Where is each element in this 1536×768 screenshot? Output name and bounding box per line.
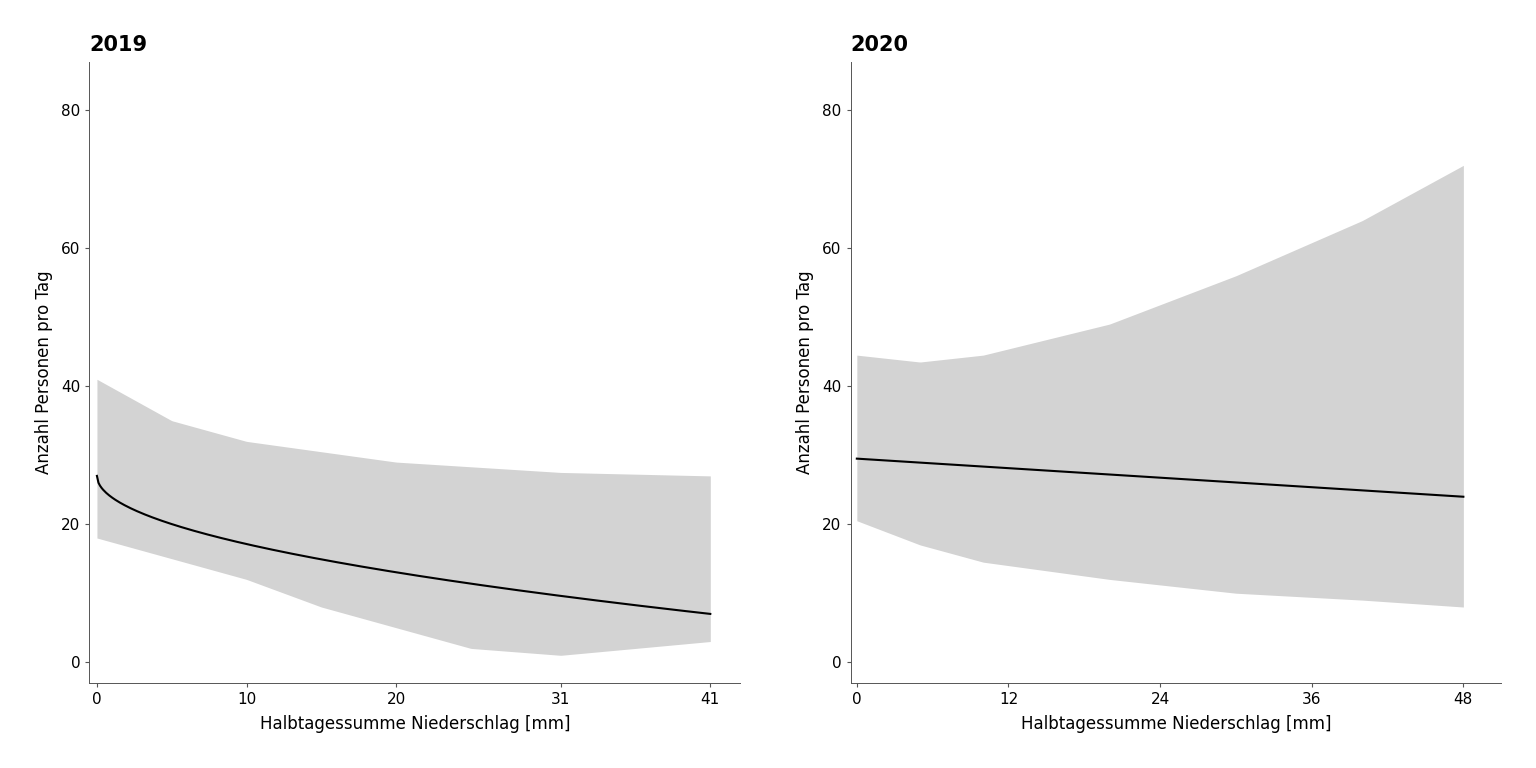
Text: 2019: 2019 [89,35,147,55]
X-axis label: Halbtagessumme Niederschlag [mm]: Halbtagessumme Niederschlag [mm] [1020,715,1332,733]
Y-axis label: Anzahl Personen pro Tag: Anzahl Personen pro Tag [35,270,52,474]
Text: 2020: 2020 [851,35,908,55]
X-axis label: Halbtagessumme Niederschlag [mm]: Halbtagessumme Niederschlag [mm] [260,715,570,733]
Y-axis label: Anzahl Personen pro Tag: Anzahl Personen pro Tag [796,270,814,474]
